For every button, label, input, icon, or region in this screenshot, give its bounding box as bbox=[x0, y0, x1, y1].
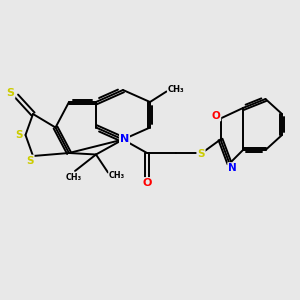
Text: N: N bbox=[228, 163, 237, 173]
Text: S: S bbox=[16, 130, 23, 140]
Text: N: N bbox=[120, 134, 129, 145]
Text: S: S bbox=[26, 155, 34, 166]
Text: CH₃: CH₃ bbox=[65, 172, 82, 182]
Text: S: S bbox=[7, 88, 14, 98]
Text: O: O bbox=[212, 110, 220, 121]
Text: O: O bbox=[142, 178, 152, 188]
Text: S: S bbox=[197, 148, 205, 159]
Text: CH₃: CH₃ bbox=[168, 85, 184, 94]
Text: CH₃: CH₃ bbox=[109, 171, 125, 180]
